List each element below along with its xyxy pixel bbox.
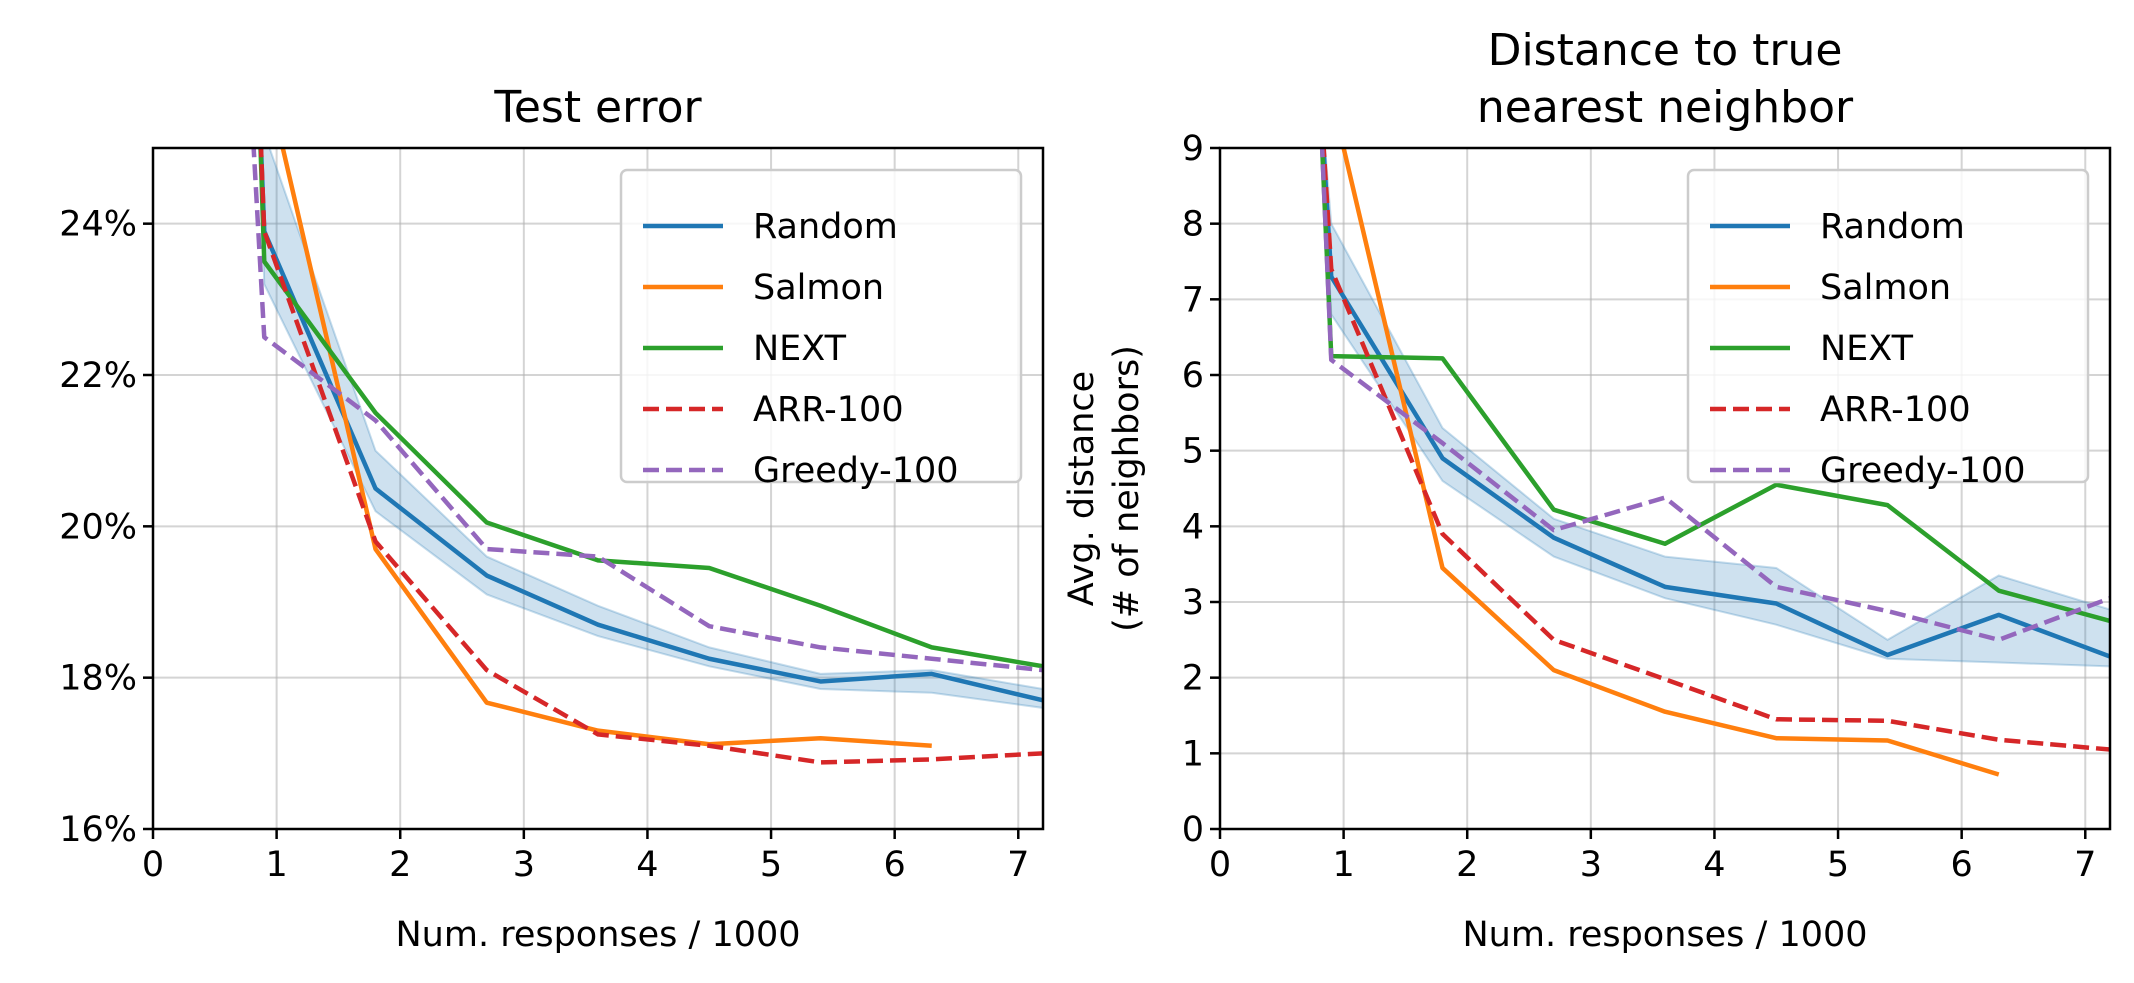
chart-1-xlabel: Num. responses / 1000	[395, 915, 800, 955]
chart-1-ytick-label: 16%	[59, 810, 137, 850]
chart-1-legend-label-salmon: Salmon	[753, 268, 884, 308]
chart-1-xtick-label: 0	[142, 845, 164, 885]
chart-2-ylabel-line: Avg. distance	[1062, 371, 1102, 606]
chart-2-ytick-label: 8	[1182, 205, 1204, 245]
chart-2-legend-label-random: Random	[1820, 207, 1965, 247]
chart-2-title-line: nearest neighbor	[1477, 82, 1854, 133]
chart-1-xtick-label: 4	[636, 845, 658, 885]
chart-1-ytick-label: 22%	[59, 356, 137, 396]
chart-1-panel: 0 1 2 3 4 5 6 7 16% 18% 20% 22% 24% Test error Num. re…	[59, 82, 1045, 955]
chart-2-xtick-label: 4	[1703, 845, 1725, 885]
chart-2-xtick-label: 5	[1827, 845, 1849, 885]
chart-2-legend-label-salmon: Salmon	[1820, 268, 1951, 308]
chart-2-panel: 0 1 2 3 4 5 6 7 0 1 2 3 4 5 6 7 8 9 Distance to true neares…	[1062, 25, 2112, 955]
chart-1-ytick-label: 20%	[59, 507, 137, 547]
chart-1-band-random	[259, 148, 1043, 709]
chart-2-ytick-label: 4	[1182, 507, 1204, 547]
chart-2-series-arr-100	[1321, 148, 2110, 752]
chart-2-ylabel-line: (# of neighbors)	[1107, 345, 1147, 632]
chart-2-legend-label-greedy-100: Greedy-100	[1820, 451, 2026, 491]
chart-1-legend-label-random: Random	[753, 207, 898, 247]
chart-2-legend-box	[1686, 168, 2090, 484]
chart-2-ytick-label: 0	[1182, 810, 1204, 850]
chart-2-series-next	[1319, 148, 2110, 624]
chart-2-axes-frame	[1218, 146, 2112, 831]
chart-1-axes-frame	[151, 146, 1045, 831]
chart-2-xtick-label: 1	[1332, 845, 1354, 885]
chart-2-xtick-label: 0	[1209, 845, 1231, 885]
chart-2-ytick-label: 6	[1182, 356, 1204, 396]
chart-2-ytick-label: 5	[1182, 432, 1204, 472]
chart-1-legend-box	[619, 168, 1023, 484]
chart-2-title-line: Distance to true	[1488, 25, 1843, 76]
chart-1-plot-area	[251, 148, 1043, 765]
chart-2-plot-area	[1319, 148, 2110, 777]
chart-2-series-greedy-100	[1319, 148, 2110, 643]
chart-1-xtick-label: 3	[513, 845, 535, 885]
chart-1-series-salmon	[280, 148, 932, 749]
chart-2-xtick-label: 7	[2074, 845, 2096, 885]
chart-1-xtick-label: 5	[760, 845, 782, 885]
chart-2-series-salmon	[1341, 148, 2000, 777]
chart-2-legend-label-arr-100: ARR-100	[1820, 390, 1971, 430]
chart-2-ytick-label: 2	[1182, 659, 1204, 699]
chart-2-xlabel: Num. responses / 1000	[1462, 915, 1867, 955]
chart-1-xtick-label: 7	[1007, 845, 1029, 885]
chart-2-legend: Random Salmon NEXT ARR-100 Greedy-100	[1686, 168, 2090, 491]
chart-2-xtick-label: 2	[1456, 845, 1478, 885]
chart-1-series-greedy-100	[251, 148, 1043, 673]
chart-2-xtick-label: 3	[1580, 845, 1602, 885]
chart-1-ytick-label: 24%	[59, 205, 137, 245]
chart-2-ytick-label: 9	[1182, 129, 1204, 169]
chart-1-xtick-label: 1	[265, 845, 287, 885]
chart-1-series-random	[258, 148, 1043, 703]
chart-1-legend-label-greedy-100: Greedy-100	[753, 451, 959, 491]
chart-1-series-next	[258, 148, 1043, 669]
chart-2-band-random	[1321, 148, 2110, 668]
chart-1-ytick-label: 18%	[59, 659, 137, 699]
chart-1-title: Test error	[493, 82, 702, 133]
chart-2-legend-label-next: NEXT	[1820, 329, 1914, 369]
chart-1-legend: Random Salmon NEXT ARR-100 Greedy-100	[619, 168, 1023, 491]
chart-2-xtick-label: 6	[1951, 845, 1973, 885]
chart-1-series-arr-100	[258, 148, 1043, 765]
chart-1-legend-label-next: NEXT	[753, 329, 847, 369]
chart-1-xtick-label: 6	[884, 845, 906, 885]
chart-2-ytick-label: 7	[1182, 280, 1204, 320]
chart-1-legend-label-arr-100: ARR-100	[753, 390, 904, 430]
chart-2-ytick-label: 1	[1182, 734, 1204, 774]
chart-2-ytick-label: 3	[1182, 583, 1204, 623]
chart-1-xtick-label: 2	[389, 845, 411, 885]
